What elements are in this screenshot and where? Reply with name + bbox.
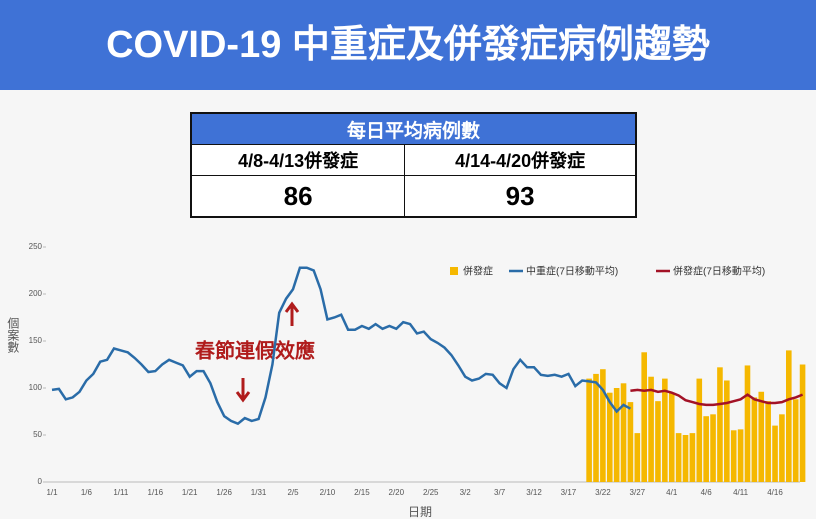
bar [786, 350, 792, 482]
bar [696, 378, 703, 482]
header-title: COVID-19 中重症及併發症病例趨勢 [0, 0, 816, 90]
x-tick-label: 4/11 [733, 488, 749, 497]
x-tick-label: 4/16 [767, 488, 783, 497]
x-tick-label: 3/17 [561, 488, 577, 497]
line [630, 388, 804, 407]
x-tick-label: 4/6 [701, 488, 713, 497]
table-value: 86 [190, 175, 406, 218]
legend-label: 併發症 [463, 265, 493, 278]
bar [765, 401, 771, 482]
y-tick-label: 50 [33, 430, 42, 439]
bar [689, 433, 696, 482]
bar [758, 391, 765, 482]
bar [606, 392, 613, 482]
bar [641, 352, 647, 482]
annotation: 春節連假效應 [194, 338, 315, 362]
y-tick-label: 250 [29, 242, 43, 251]
x-tick-label: 3/12 [526, 488, 542, 497]
bar [620, 383, 627, 482]
bar [792, 399, 799, 482]
x-tick-label: 3/22 [595, 488, 611, 497]
bar [779, 414, 785, 482]
column-header: 4/8-4/13併發症 [190, 144, 406, 176]
chart: 個案數 日期 春節連假效應 0 50 100 150 200 250 1/1 1/6 1/11 1… [6, 242, 806, 519]
x-tick-label: 1/31 [251, 488, 267, 497]
bar [703, 416, 709, 482]
bar [744, 365, 751, 482]
legend-label: 中重症(7日移動平均) [526, 265, 618, 278]
bar [730, 430, 737, 482]
x-tick-label: 4/1 [666, 488, 678, 497]
bar [662, 378, 668, 482]
bar [668, 392, 675, 482]
line [51, 266, 632, 426]
bar [717, 367, 723, 482]
x-tick-label: 2/15 [354, 488, 370, 497]
y-tick-label: 100 [29, 383, 43, 392]
x-tick-label: 1/26 [216, 488, 232, 497]
bar [799, 364, 806, 482]
x-axis-label: 日期 [408, 505, 432, 519]
legend-swatch [450, 267, 458, 275]
bar [648, 376, 654, 482]
y-tick-label: 150 [29, 336, 43, 345]
bar [737, 429, 744, 482]
x-tick-label: 1/21 [182, 488, 198, 497]
summary-table: 每日平均病例數 4/8-4/13併發症 4/14-4/20併發症 86 93 [190, 112, 637, 218]
bar [613, 388, 620, 482]
x-tick-label: 3/2 [460, 488, 472, 497]
x-tick-label: 1/11 [113, 488, 129, 497]
bar [634, 433, 641, 482]
bar [772, 425, 778, 482]
x-tick-label: 1/1 [46, 488, 58, 497]
x-tick-label: 3/27 [630, 488, 646, 497]
y-axis-label: 個案數 [6, 317, 20, 354]
bar [710, 414, 716, 482]
bar [675, 433, 682, 482]
y-tick-label: 0 [38, 477, 43, 486]
bar [586, 378, 592, 482]
bar [627, 402, 634, 482]
arrow-down [235, 378, 251, 403]
y-tick-label: 200 [29, 289, 43, 298]
x-tick-label: 2/10 [320, 488, 336, 497]
x-tick-label: 2/5 [287, 488, 299, 497]
bar [724, 380, 730, 482]
table-value: 93 [404, 175, 637, 218]
bar [655, 401, 661, 482]
arrow-up [284, 301, 300, 326]
x-tick-label: 2/25 [423, 488, 439, 497]
table-title: 每日平均病例數 [190, 112, 637, 145]
x-tick-label: 1/16 [148, 488, 164, 497]
column-header: 4/14-4/20併發症 [404, 144, 637, 176]
x-tick-label: 2/20 [389, 488, 405, 497]
bar [593, 373, 599, 482]
bar [600, 369, 606, 482]
bar [751, 397, 758, 482]
x-tick-label: 3/7 [494, 488, 506, 497]
x-tick-label: 1/6 [81, 488, 93, 497]
legend-label: 併發症(7日移動平均) [673, 265, 765, 278]
bar [682, 435, 689, 482]
